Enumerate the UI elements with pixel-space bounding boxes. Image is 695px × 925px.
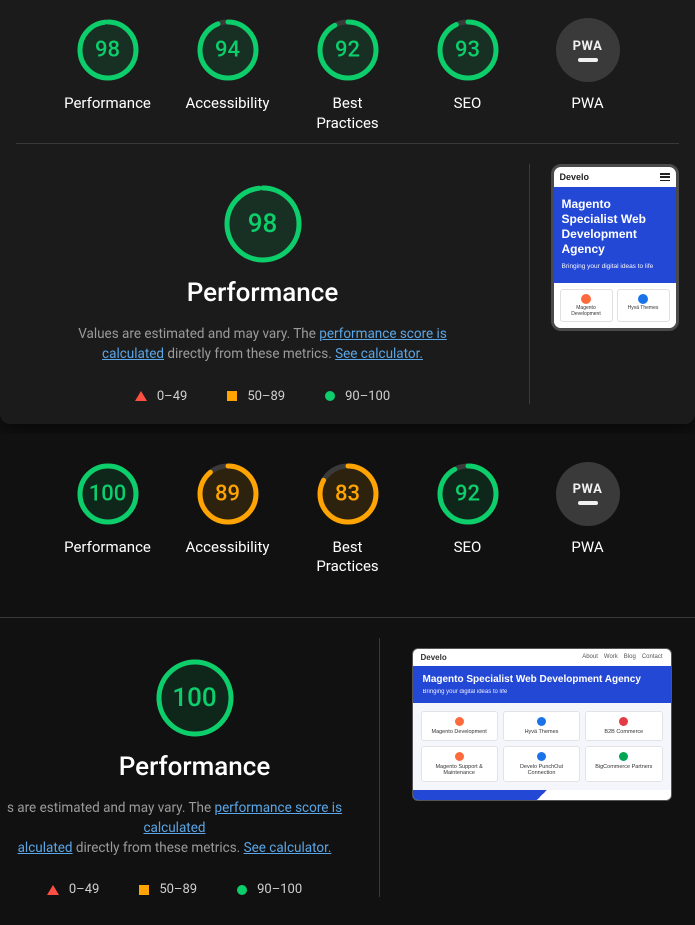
card-icon [537,717,546,726]
square-orange-icon [227,391,237,401]
circle-green-icon [325,391,335,401]
performance-detail: 98 Performance Values are estimated and … [0,144,695,404]
performance-summary: 98 Performance Values are estimated and … [16,164,509,404]
gauge-label: Accessibility [186,538,270,558]
gauge-circle: 83 [316,462,380,526]
preview-card: BigCommerce Partners [585,746,662,782]
gauge-pwa[interactable]: PWA PWA [542,462,634,577]
legend-pass: 90–100 [325,389,390,404]
performance-score-link-2[interactable]: alculated [18,840,73,856]
card-icon [455,717,464,726]
preview-card: Magento Support & Maintenance [421,746,498,782]
preview-header: Develo [554,167,676,187]
preview-hero: Magento Specialist Web Development Agenc… [554,187,676,283]
mobile-screenshot: Develo Magento Specialist Web Developmen… [551,164,679,331]
gauge-seo[interactable]: 93 SEO [422,18,514,133]
legend-pass: 90–100 [237,882,302,897]
card-icon [537,752,546,761]
score-gauges-row: 100 Performance 89 Accessibility 83 Best… [16,444,679,587]
desktop-preview-pane: Develo AboutWorkBlogContact Magento Spec… [379,638,679,898]
performance-description: s are estimated and may vary. The perfor… [0,798,359,859]
gauge-label: Performance [64,94,151,114]
pwa-badge-icon: PWA [556,18,620,82]
gauge-best-practices[interactable]: 83 Best Practices [302,462,394,577]
hamburger-icon [660,173,670,181]
score-gauges-row: 98 Performance 94 Accessibility 92 Best … [16,0,679,144]
performance-detail: 100 Performance s are estimated and may … [0,618,695,898]
gauge-circle: 92 [316,18,380,82]
score-legend: 0–49 50–89 90–100 [47,882,302,897]
preview-card: Magento Development [560,289,613,322]
gauge-circle: 92 [436,462,500,526]
gauge-accessibility[interactable]: 89 Accessibility [182,462,274,577]
gauge-pwa[interactable]: PWA PWA [542,18,634,133]
preview-card: Hyvä Themes [503,711,580,741]
gauge-label: SEO [454,538,482,558]
gauge-circle: 93 [436,18,500,82]
lighthouse-report-1: 98 Performance 94 Accessibility 92 Best … [0,0,695,424]
card-icon [455,752,464,761]
lighthouse-report-2: 100 Performance 89 Accessibility 83 Best… [0,434,695,918]
gauge-seo[interactable]: 92 SEO [422,462,514,577]
performance-heading: Performance [119,752,271,782]
gauge-label: Best Practices [302,538,394,577]
triangle-red-icon [135,391,147,401]
legend-fail: 0–49 [135,389,187,404]
preview-cards: Magento Development Hyvä Themes [554,283,676,328]
gauge-label: Accessibility [186,94,270,114]
preview-card: B2B Commerce [585,711,662,741]
gauge-label: PWA [571,94,603,114]
gauge-performance[interactable]: 98 Performance [62,18,154,133]
see-calculator-link[interactable]: See calculator. [244,840,332,856]
desktop-screenshot: Develo AboutWorkBlogContact Magento Spec… [412,648,672,801]
gauge-circle: 100 [76,462,140,526]
square-orange-icon [139,885,149,895]
legend-average: 50–89 [227,389,285,404]
gauge-label: Best Practices [302,94,394,133]
preview-nav: AboutWorkBlogContact [582,654,662,660]
preview-footer-diagonal [413,790,671,800]
card-icon [581,294,591,304]
preview-card: Hyvä Themes [617,289,670,322]
card-icon [619,717,628,726]
preview-grid: Magento DevelopmentHyvä ThemesB2B Commer… [413,703,671,790]
gauge-label: SEO [454,94,482,114]
preview-card: Develo PunchOut Connection [503,746,580,782]
gauge-circle: 94 [196,18,260,82]
triangle-red-icon [47,885,59,895]
circle-green-icon [237,885,247,895]
gauge-label: Performance [64,538,151,558]
mobile-preview-pane: Develo Magento Specialist Web Developmen… [529,164,679,404]
performance-big-gauge: 98 [223,184,303,264]
card-icon [619,752,628,761]
gauge-label: PWA [571,538,603,558]
gauge-circle: 89 [196,462,260,526]
preview-card: Magento Development [421,711,498,741]
gauge-circle: 98 [76,18,140,82]
preview-topbar: Develo AboutWorkBlogContact [413,649,671,666]
preview-hero: Magento Specialist Web Development Agenc… [413,666,671,703]
performance-description: Values are estimated and may vary. The p… [73,324,453,365]
legend-average: 50–89 [139,882,197,897]
gauge-performance[interactable]: 100 Performance [62,462,154,577]
card-icon [638,294,648,304]
performance-heading: Performance [187,278,339,308]
pwa-badge-icon: PWA [556,462,620,526]
gauge-best-practices[interactable]: 92 Best Practices [302,18,394,133]
see-calculator-link[interactable]: See calculator. [335,346,423,362]
performance-summary: 100 Performance s are estimated and may … [0,638,359,898]
performance-big-gauge: 100 [155,658,235,738]
score-legend: 0–49 50–89 90–100 [135,389,390,404]
legend-fail: 0–49 [47,882,99,897]
gauge-accessibility[interactable]: 94 Accessibility [182,18,274,133]
